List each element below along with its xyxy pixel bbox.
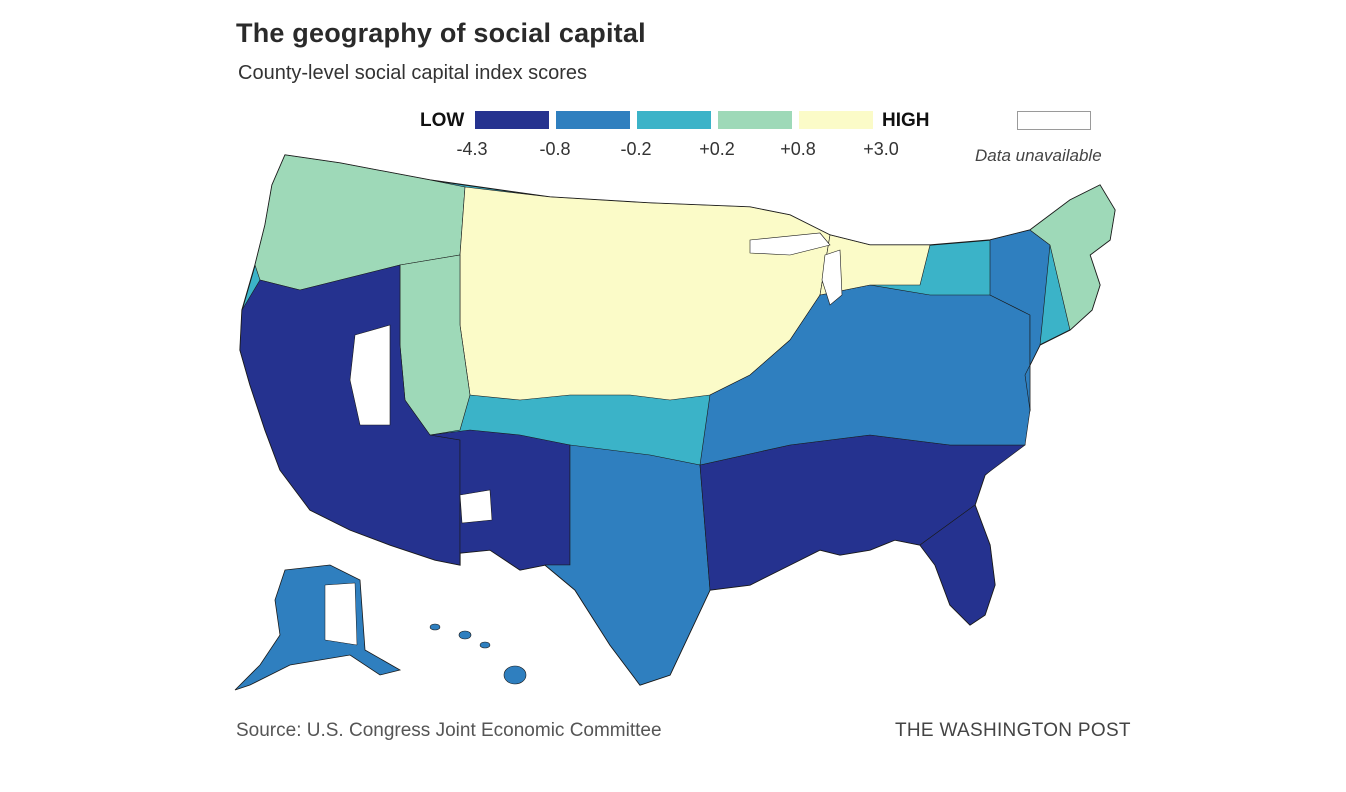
legend-unavailable-label: Data unavailable (975, 146, 1102, 165)
hawaii-islands (429, 623, 527, 685)
chart-title: The geography of social capital (236, 18, 646, 48)
region-upper-midwest (819, 234, 931, 296)
newmexico-unavailable-area (459, 489, 493, 524)
lake-michigan (821, 249, 843, 306)
region-florida (919, 504, 996, 626)
alaska-unavailable-area (324, 582, 358, 646)
alaska-shape (234, 564, 402, 691)
region-arizona-newmexico (429, 429, 571, 571)
lake-superior (749, 232, 831, 256)
legend-low-label: LOW (420, 110, 465, 131)
legend-swatch-2 (556, 111, 630, 129)
legend-swatch-1 (475, 111, 549, 129)
legend-tick-1: -4.3 (456, 139, 488, 159)
legend-high-label: HIGH (882, 110, 930, 131)
legend-swatch-4 (718, 111, 792, 129)
region-new-england (1029, 184, 1116, 331)
legend-swatch-5 (799, 111, 873, 129)
region-nevada-socal (239, 264, 461, 566)
legend-swatch-3 (637, 111, 711, 129)
legend-tick-2: -0.8 (539, 139, 571, 159)
chart-subtitle: County-level social capital index scores (238, 62, 588, 84)
us-county-map (234, 154, 1116, 691)
source-note: Source: U.S. Congress Joint Economic Com… (236, 720, 662, 741)
legend-tick-5: +0.8 (780, 139, 816, 159)
legend-tick-4: +0.2 (699, 139, 735, 159)
publisher-credit: THE WASHINGTON POST (895, 720, 1131, 741)
legend-tick-3: -0.2 (620, 139, 652, 159)
legend-tick-6: +3.0 (863, 139, 899, 159)
legend-unavailable-swatch (1017, 111, 1091, 130)
nevada-unavailable-area (349, 324, 391, 426)
region-texas (544, 444, 711, 686)
